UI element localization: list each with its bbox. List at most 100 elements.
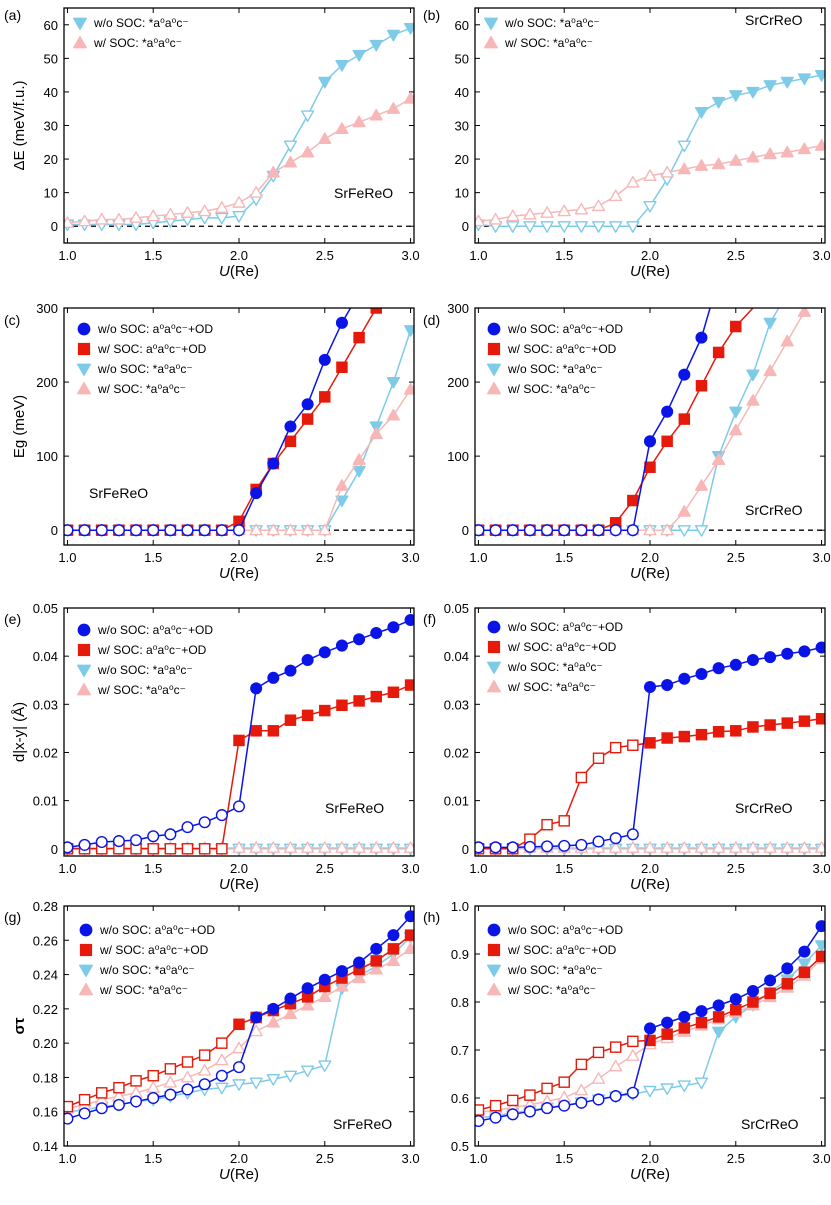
panel-tag: (c) <box>4 312 20 328</box>
data-point-woOD <box>232 800 246 813</box>
data-point-wOD <box>695 380 708 392</box>
data-point-wOD <box>284 714 297 726</box>
y-tick-label: 0.05 <box>33 601 58 616</box>
y-tick-label: 0.04 <box>33 649 58 664</box>
x-axis-label-var: U <box>630 565 641 582</box>
data-point-woOD <box>147 1091 160 1105</box>
data-point-wOD <box>336 361 348 373</box>
data-point-wA <box>780 841 794 853</box>
data-point-wA <box>78 214 92 227</box>
data-point-wOD <box>730 1003 742 1016</box>
data-point-wA <box>180 1070 195 1083</box>
data-point-wA <box>763 147 777 160</box>
legend-label-woOD: w/o SOC: a⁰a⁰c⁻+OD <box>507 322 623 336</box>
data-point-woA <box>215 212 229 225</box>
axes-frame <box>474 7 826 244</box>
data-point-woA <box>352 465 366 478</box>
data-point-woOD <box>678 368 691 381</box>
data-point-wA <box>335 479 349 491</box>
y-tick-label: 0 <box>51 219 58 234</box>
data-point-wA <box>352 115 366 128</box>
data-point-wA <box>318 132 332 145</box>
data-point-wOD <box>113 1081 125 1094</box>
legend-label-woOD: w/o SOC: a⁰a⁰c⁻+OD <box>97 322 213 336</box>
x-axis-label: U(Re) <box>219 1166 259 1183</box>
legend-marker-wA <box>72 36 88 49</box>
data-point-wA <box>574 202 588 215</box>
y-tick-label: 0 <box>462 523 469 538</box>
data-point-wA <box>763 841 777 853</box>
x-tick-label: 2.5 <box>316 550 334 565</box>
y-tick-label: 60 <box>44 18 58 33</box>
material-label: SrCrReO <box>745 502 803 518</box>
x-axis-label: U(Re) <box>219 565 259 582</box>
x-axis-label: U(Re) <box>630 1166 670 1183</box>
data-point-woA <box>729 90 743 102</box>
plot-area <box>475 308 811 537</box>
legend-label-wOD: w/ SOC: a⁰a⁰c⁻+OD <box>99 943 209 957</box>
y-tick-label: 60 <box>455 18 469 33</box>
data-point-wA <box>163 1075 177 1088</box>
plot-area <box>64 910 414 1125</box>
data-point-woOD <box>506 841 519 854</box>
data-point-woOD <box>78 838 91 851</box>
data-point-wA <box>301 145 315 158</box>
data-point-woOD <box>729 993 742 1006</box>
data-point-woA <box>215 1082 229 1095</box>
x-tick-label: 2.0 <box>641 248 659 263</box>
data-point-wA <box>283 155 298 168</box>
x-tick-label: 1.0 <box>469 248 487 263</box>
y-tick-label: 30 <box>455 119 469 134</box>
data-point-woOD <box>798 945 811 958</box>
data-point-woOD <box>318 973 331 986</box>
data-point-woOD <box>95 1102 108 1115</box>
x-tick-label: 1.0 <box>469 1151 487 1166</box>
chart-panel-2: 1.0 1.5 2.0 2.5 3.0 0 10 20 30 40 50 60 w/o SOC: *a⁰… <box>423 7 831 280</box>
data-point-woOD <box>181 821 194 834</box>
data-point-wA <box>129 211 143 223</box>
x-tick-label: 1.5 <box>555 861 573 876</box>
data-point-woOD <box>267 457 280 470</box>
data-point-woA <box>249 1077 263 1090</box>
data-point-wA <box>266 841 280 853</box>
data-point-woOD <box>764 651 777 664</box>
data-point-woA <box>266 1074 280 1086</box>
data-point-wA <box>318 990 332 1002</box>
data-point-woA <box>506 221 520 233</box>
data-point-wA <box>232 196 246 208</box>
panel-tag: (g) <box>4 909 21 925</box>
data-point-woOD <box>558 524 571 537</box>
data-point-wA <box>215 201 229 213</box>
legend-label-woOD: w/o SOC: a⁰a⁰c⁻+OD <box>507 923 623 937</box>
panel-tag: (h) <box>423 909 440 925</box>
data-point-woOD <box>250 1011 263 1024</box>
x-tick-label: 1.0 <box>58 1151 76 1166</box>
data-point-wA <box>660 165 674 178</box>
data-point-woOD <box>609 524 622 537</box>
legend-marker-wA <box>76 683 92 696</box>
material-label: SrCrReO <box>741 1116 799 1132</box>
data-point-woOD <box>695 331 708 344</box>
data-point-wA <box>729 154 743 166</box>
data-point-wA <box>386 954 400 966</box>
y-tick-label: 300 <box>36 301 58 316</box>
x-tick-label: 3.0 <box>402 1151 420 1166</box>
data-point-wOD <box>609 1041 622 1053</box>
data-point-woOD <box>575 524 588 537</box>
material-label: SrFeReO <box>333 1116 392 1132</box>
data-point-woOD <box>404 614 414 627</box>
x-axis-label-unit: (Re) <box>641 876 670 893</box>
data-point-wA <box>677 162 691 175</box>
data-point-woA <box>694 1077 709 1090</box>
x-tick-label: 2.0 <box>230 248 248 263</box>
data-point-woOD <box>815 920 825 933</box>
data-point-wA <box>763 364 777 377</box>
legend-label-woA: w/o SOC: *a⁰a⁰c⁻ <box>97 362 193 376</box>
x-axis-label-unit: (Re) <box>641 1166 670 1183</box>
data-point-woA <box>694 525 709 537</box>
data-point-wA <box>352 971 366 984</box>
y-tick-label: 20 <box>44 152 58 167</box>
data-point-wOD <box>78 1093 91 1106</box>
data-point-woOD <box>626 1086 639 1099</box>
data-point-woA <box>729 406 743 419</box>
